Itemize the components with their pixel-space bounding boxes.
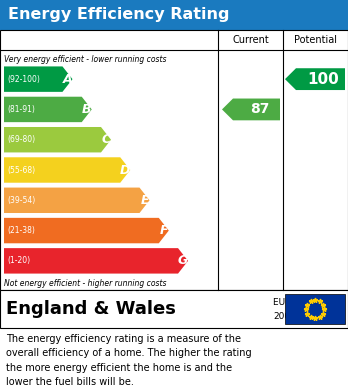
- Text: 100: 100: [308, 72, 339, 87]
- Text: F: F: [159, 224, 168, 237]
- Polygon shape: [4, 66, 72, 92]
- Text: (1-20): (1-20): [7, 256, 30, 265]
- Text: Energy Efficiency Rating: Energy Efficiency Rating: [8, 7, 229, 23]
- Polygon shape: [4, 248, 188, 274]
- Text: (81-91): (81-91): [7, 105, 35, 114]
- Text: C: C: [101, 133, 111, 146]
- Polygon shape: [4, 218, 169, 243]
- Text: The energy efficiency rating is a measure of the
overall efficiency of a home. T: The energy efficiency rating is a measur…: [6, 334, 252, 387]
- Text: (69-80): (69-80): [7, 135, 35, 144]
- Text: Current: Current: [232, 35, 269, 45]
- Text: EU Directive: EU Directive: [273, 298, 329, 307]
- Polygon shape: [4, 127, 111, 152]
- Bar: [0, 0, 348, 30]
- Polygon shape: [4, 97, 92, 122]
- Text: A: A: [63, 73, 72, 86]
- Bar: [0, 290, 348, 328]
- Text: G: G: [178, 255, 188, 267]
- Bar: [285, 294, 345, 324]
- Text: Very energy efficient - lower running costs: Very energy efficient - lower running co…: [4, 55, 166, 64]
- Polygon shape: [4, 188, 150, 213]
- Text: (39-54): (39-54): [7, 196, 35, 205]
- Text: E: E: [140, 194, 149, 207]
- Text: England & Wales: England & Wales: [6, 300, 176, 318]
- Text: (21-38): (21-38): [7, 226, 35, 235]
- Polygon shape: [4, 157, 130, 183]
- Text: D: D: [120, 163, 130, 176]
- Text: (55-68): (55-68): [7, 165, 35, 174]
- Text: 87: 87: [250, 102, 269, 117]
- Text: Potential: Potential: [294, 35, 337, 45]
- Bar: [0, 30, 348, 290]
- Polygon shape: [222, 99, 280, 120]
- Text: (92-100): (92-100): [7, 75, 40, 84]
- Text: B: B: [82, 103, 92, 116]
- Text: Not energy efficient - higher running costs: Not energy efficient - higher running co…: [4, 279, 166, 288]
- Polygon shape: [285, 68, 345, 90]
- Text: 2002/91/EC: 2002/91/EC: [273, 311, 325, 320]
